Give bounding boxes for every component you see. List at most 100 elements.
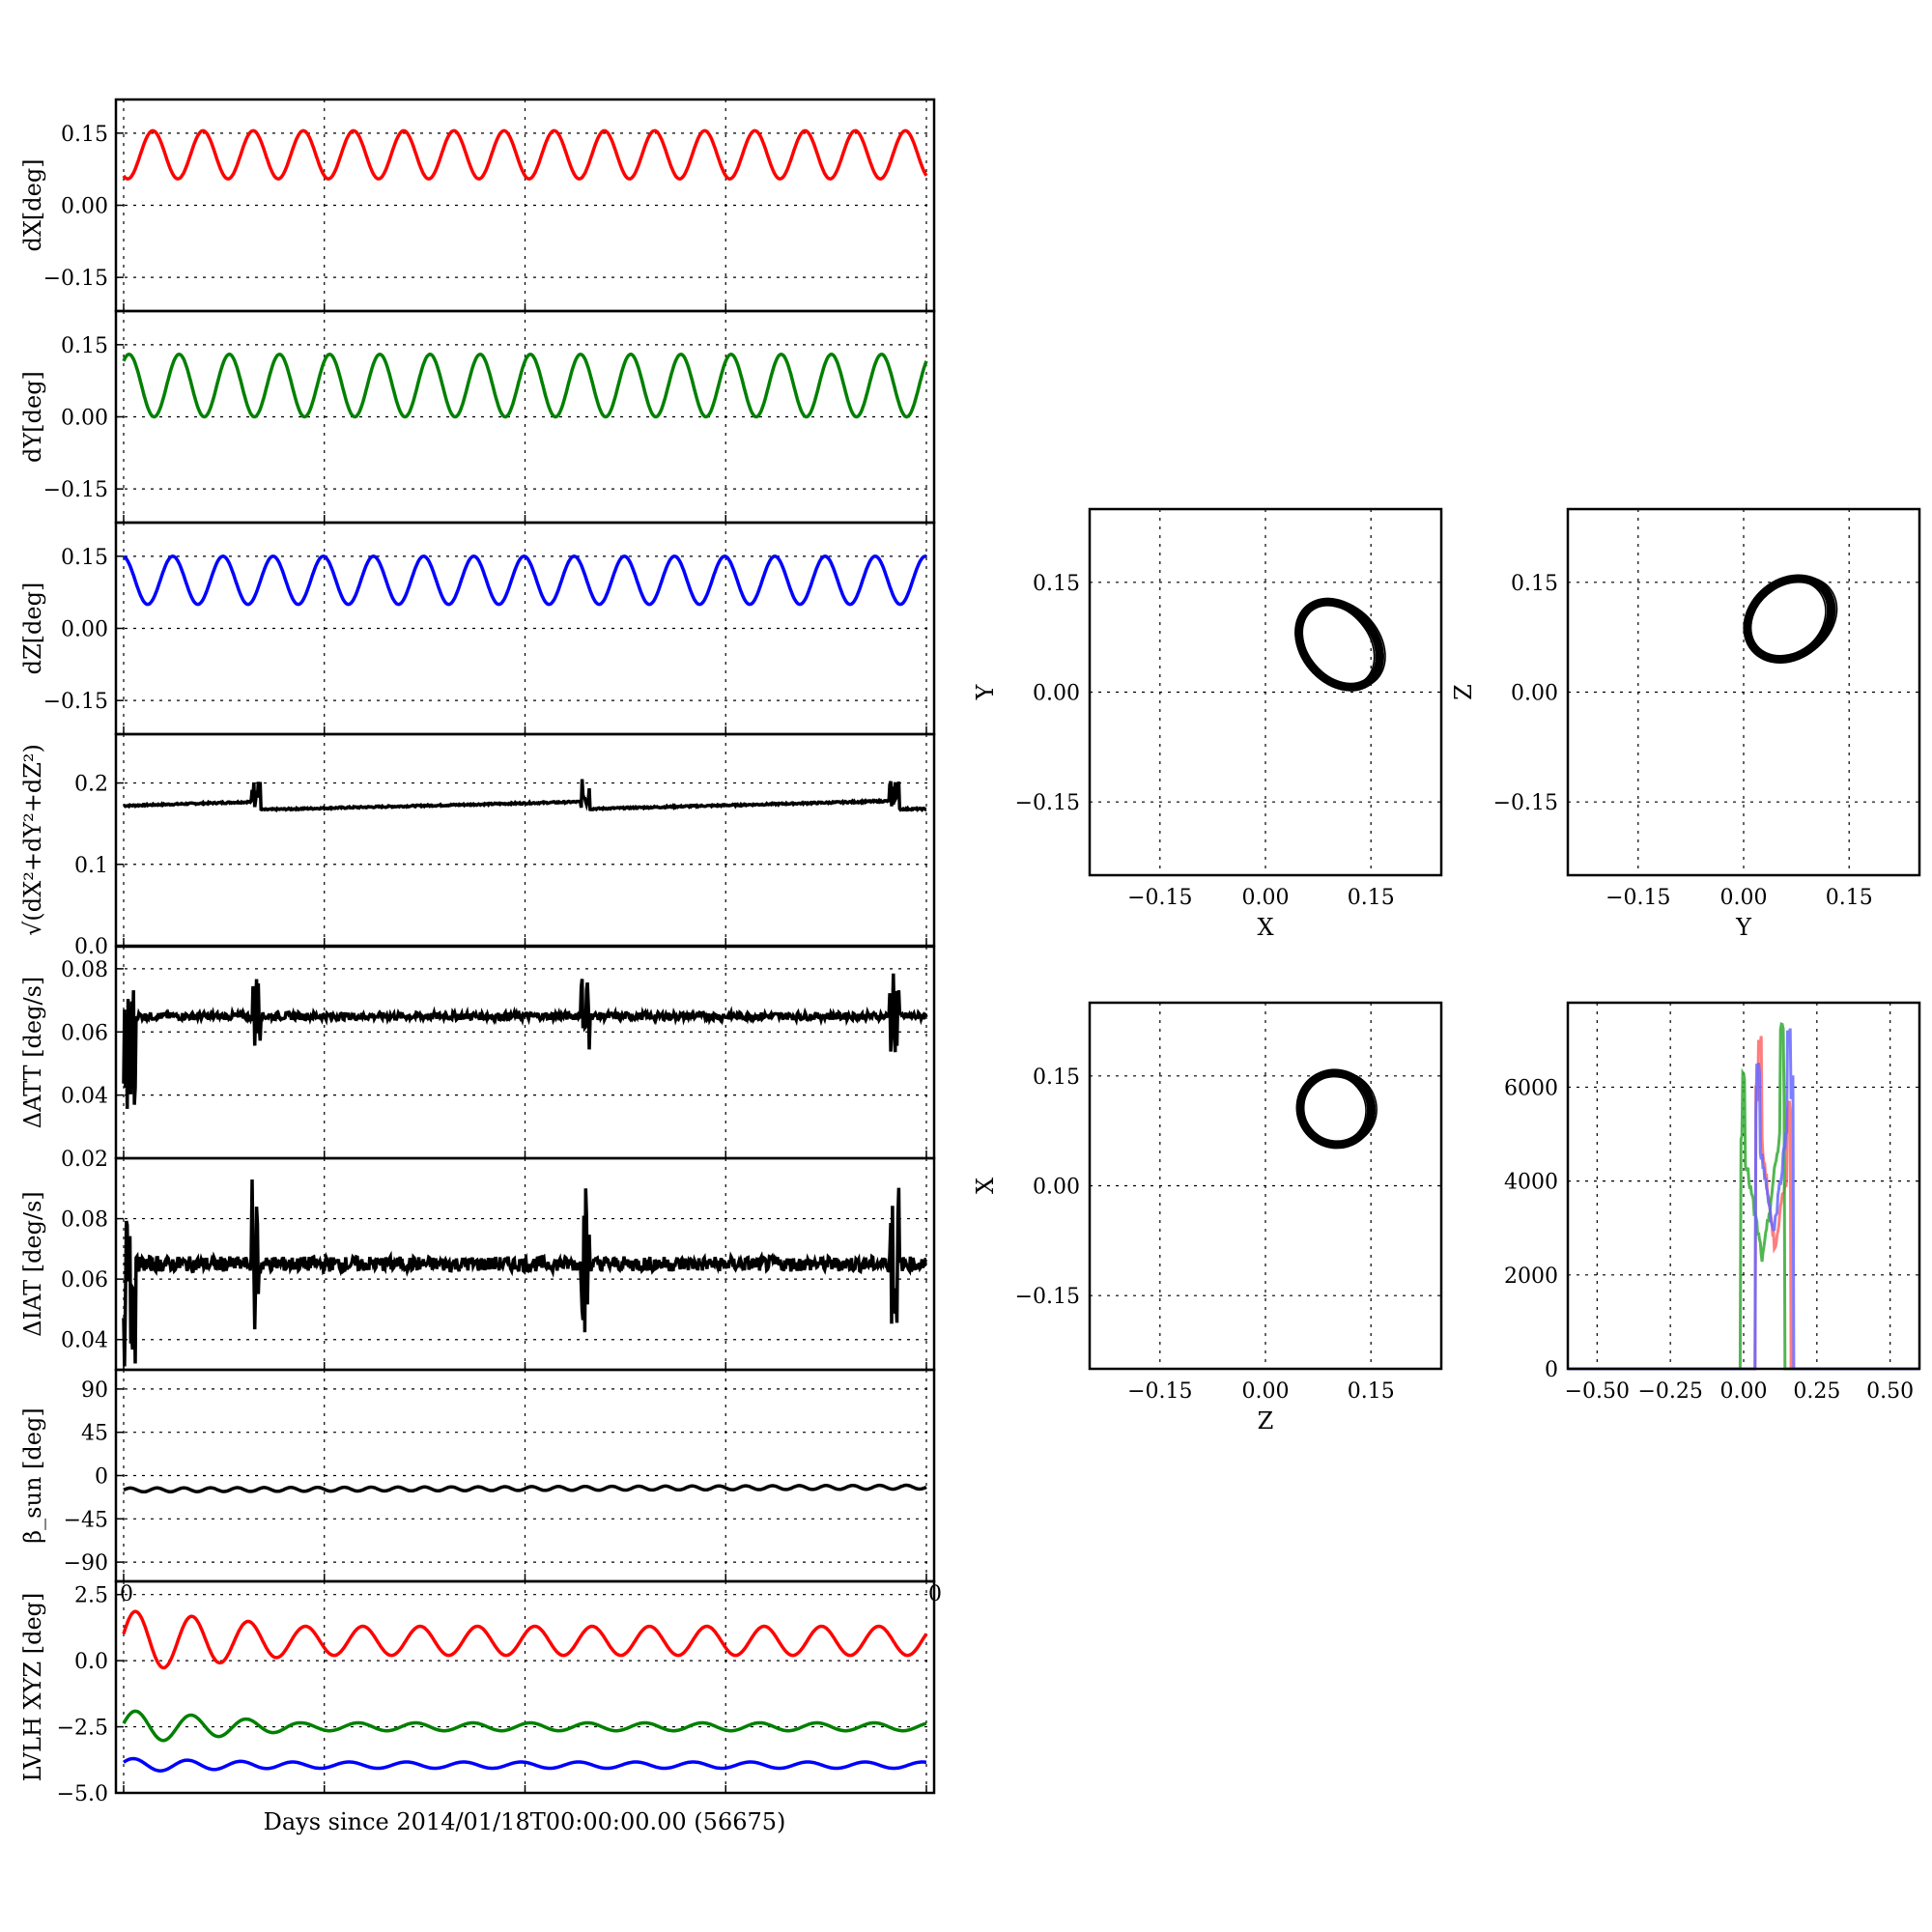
x-tick-label: −0.15	[1605, 886, 1670, 910]
y-tick-label: 0.08	[61, 1208, 108, 1233]
y-tick-label: 0.06	[61, 1268, 108, 1293]
y-tick-label: 0.00	[61, 618, 108, 642]
y-tick-label: 2000	[1504, 1264, 1558, 1289]
panel-frame	[1566, 1001, 1921, 1371]
x-tick-label: 0.50	[1866, 1379, 1914, 1404]
y-tick-label: 0.06	[61, 1021, 108, 1045]
y-tick-label: 0.02	[61, 1148, 108, 1172]
panel-frame	[1566, 507, 1921, 877]
panel-frame	[1088, 507, 1443, 877]
y-tick-label: 0.15	[1033, 1065, 1080, 1090]
y-axis-label: dX[deg]	[19, 158, 46, 251]
x-axis-label: X	[1257, 914, 1273, 941]
panel-beta: 90 45 0 −45 −90 β_sun [deg]	[19, 1368, 936, 1583]
y-tick-label: 0.0	[74, 1650, 108, 1674]
panel-dy: 0.15 0.00 −0.15 dY[deg]	[19, 309, 936, 525]
orbit-trace	[1302, 1070, 1378, 1147]
y-tick-label: 0.04	[61, 1329, 108, 1353]
x-axis-label: Y	[1735, 914, 1752, 941]
x-tick-label: −0.15	[1127, 886, 1192, 910]
y-axis-label: dZ[deg]	[19, 582, 46, 675]
panel-diat: 0.08 0.06 0.04 ΔIAT [deg/s]	[19, 1156, 936, 1372]
y-tick-label: 0	[1545, 1358, 1558, 1382]
x-tick-label: 0.00	[1242, 1379, 1290, 1404]
y-tick-label: −2.5	[57, 1717, 108, 1741]
y-tick-label: 0.00	[1033, 1176, 1080, 1200]
y-tick-label: −0.15	[43, 690, 108, 714]
y-tick-label: −0.15	[1493, 791, 1558, 815]
panel-dz: 0.15 0.00 −0.15 dZ[deg]	[19, 521, 936, 736]
panel-hist: −0.50 −0.25 0.00 0.25 0.50 6000 4000 2000 0	[1504, 1001, 1921, 1404]
shared-x-axis-label: Days since 2014/01/18T00:00:00.00 (56675…	[264, 1808, 786, 1835]
x-tick-label: −0.50	[1565, 1379, 1630, 1404]
orbit-trace	[1300, 599, 1386, 689]
y-axis-label: ΔIAT [deg/s]	[19, 1191, 46, 1337]
data-series-line	[122, 1179, 927, 1367]
x-tick-label: 0.25	[1793, 1379, 1840, 1404]
x-tick-label: 0.00	[1242, 886, 1290, 910]
data-series-line	[122, 1709, 927, 1743]
y-tick-label: 0.08	[61, 958, 108, 982]
y-tick-label: 45	[81, 1422, 108, 1446]
data-series-line	[123, 779, 927, 812]
data-series-line	[122, 353, 928, 419]
panels: 0.150.00−0.15dX[deg]0.150.00−0.15dY[deg]…	[19, 98, 1921, 1806]
y-tick-label: −90	[64, 1551, 108, 1576]
x-axis-label: Z	[1258, 1407, 1274, 1435]
y-axis-label: √(dX²+dY²+dZ²)	[19, 744, 46, 936]
y-tick-label: 0.15	[1511, 572, 1558, 596]
y-tick-label: 0.1	[74, 854, 108, 878]
data-series-line	[122, 973, 928, 1109]
x-edge-label: 0	[120, 1582, 133, 1606]
data-series-line	[123, 1483, 927, 1494]
data-series-line	[122, 1609, 928, 1670]
y-tick-label: −0.15	[1015, 1285, 1080, 1309]
x-tick-label: 0.00	[1720, 1379, 1768, 1404]
y-tick-label: −45	[64, 1508, 108, 1532]
y-axis-label: ΔATT [deg/s]	[19, 977, 46, 1129]
panel-yz: −0.15 0.00 0.15 0.15 0.00 −0.15 Y Z	[1450, 507, 1921, 941]
y-tick-label: 0.15	[61, 546, 108, 570]
x-tick-label: 0.00	[1720, 886, 1768, 910]
y-tick-label: −0.15	[43, 478, 108, 502]
y-tick-label: −5.0	[57, 1782, 108, 1806]
panel-xy: −0.15 0.00 0.15 0.15 0.00 −0.15 X Y	[972, 507, 1443, 941]
y-tick-label: 0.15	[61, 123, 108, 147]
y-tick-label: 0.00	[1033, 682, 1080, 706]
y-tick-label: 90	[81, 1378, 108, 1403]
panel-mag: 0.2 0.1 0.0 √(dX²+dY²+dZ²)	[19, 732, 936, 959]
data-series-line	[123, 1756, 927, 1773]
y-tick-label: 0.04	[61, 1085, 108, 1109]
y-tick-label: 0.00	[61, 407, 108, 431]
y-axis-label: X	[972, 1178, 999, 1194]
y-tick-label: 4000	[1504, 1171, 1558, 1195]
y-tick-label: 0.15	[61, 334, 108, 358]
y-tick-label: 2.5	[74, 1584, 108, 1608]
x-tick-label: −0.15	[1127, 1379, 1192, 1404]
y-axis-label: Z	[1450, 684, 1477, 700]
panel-frame	[114, 1579, 936, 1795]
y-tick-label: 0.2	[74, 773, 108, 797]
x-tick-label: 0.15	[1348, 886, 1395, 910]
y-tick-label: −0.15	[1015, 791, 1080, 815]
orbit-trace	[1748, 576, 1838, 662]
y-tick-label: 0	[95, 1465, 108, 1490]
y-tick-label: 0.00	[61, 195, 108, 219]
x-tick-label: 0.15	[1348, 1379, 1395, 1404]
x-tick-label: 0.15	[1826, 886, 1873, 910]
data-series-line	[122, 128, 928, 181]
y-axis-label: β_sun [deg]	[19, 1407, 46, 1543]
y-tick-label: −0.15	[43, 267, 108, 291]
panel-zx: −0.15 0.00 0.15 0.15 0.00 −0.15 Z X	[972, 1001, 1443, 1435]
y-axis-label: Y	[972, 683, 999, 700]
y-tick-label: 0.00	[1511, 682, 1558, 706]
panel-frame	[1088, 1001, 1443, 1371]
y-tick-label: 6000	[1504, 1076, 1558, 1100]
y-axis-label: dY[deg]	[19, 371, 46, 463]
panel-datt: 0.08 0.06 0.04 0.02 ΔATT [deg/s]	[19, 945, 936, 1172]
panel-dx: 0.15 0.00 −0.15 dX[deg]	[19, 98, 936, 313]
y-axis-label: LVLH XYZ [deg]	[19, 1593, 46, 1782]
y-tick-label: 0.0	[74, 935, 108, 959]
